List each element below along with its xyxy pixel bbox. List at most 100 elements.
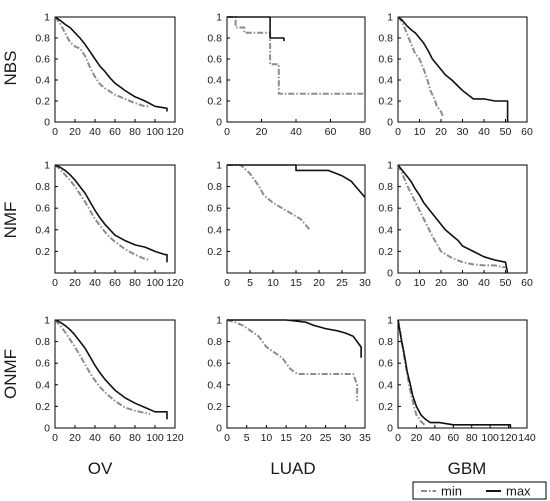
panel-nbs-gbm-x-tick-label: 10	[414, 126, 426, 138]
panel-nmf-luad-y-tick-label: 0.4	[207, 224, 222, 236]
panel-onmf-gbm-y-tick-label: 0.6	[378, 358, 393, 370]
column-label-gbm: GBM	[448, 459, 487, 478]
panel-nbs-luad-x-tick-label: 20	[256, 126, 268, 138]
panel-onmf-ov-x-tick-label: 20	[69, 432, 81, 444]
panel-nmf-ov-x-tick-label: 100	[146, 277, 164, 289]
panel-nmf-luad-axes-frame	[226, 164, 366, 274]
panel-nmf-gbm-max-curve	[397, 164, 509, 274]
legend-max-label: max	[506, 484, 531, 499]
panel-nmf-luad-max-curve	[227, 164, 366, 198]
panel-nbs-gbm-max-curve	[397, 16, 509, 122]
panel-nbs-ov-x-tick-label: 100	[146, 126, 164, 138]
panel-nbs-ov-x-tick-label: 40	[89, 126, 101, 138]
panel-nbs-gbm-min-curve	[397, 16, 445, 118]
panel-onmf-luad-y-tick-label: 0.4	[207, 379, 222, 391]
panel-onmf-gbm-x-tick-label: 120	[500, 432, 518, 444]
panel-nmf-gbm-y-tick-label: 0.4	[378, 224, 393, 236]
row-label-onmf: ONMF	[1, 349, 20, 399]
panel-nbs-ov-y-tick-label: 0.8	[35, 33, 50, 45]
panel-nbs-ov-y-tick-label: 1	[44, 12, 50, 24]
panel-nbs-luad-y-tick-label: 0.8	[207, 33, 222, 45]
panel-onmf-luad-x-tick-label: 35	[359, 432, 371, 444]
panel-nbs-gbm-y-tick-label: 1	[387, 12, 393, 24]
panel-nmf-gbm-x-tick-label: 50	[500, 277, 512, 289]
panel-onmf-gbm-x-tick-label: 60	[447, 432, 459, 444]
panel-onmf-luad-min-curve	[226, 319, 359, 401]
panel-onmf-luad-y-tick-label: 0	[216, 423, 222, 435]
panel-onmf-gbm-min-curve	[397, 319, 427, 427]
panel-nbs-luad-x-tick-label: 60	[325, 126, 337, 138]
panel-nmf-ov-x-tick-label: 20	[69, 277, 81, 289]
panel-nmf-luad-x-tick-label: 5	[247, 277, 253, 289]
legend-min-label: min	[441, 484, 462, 499]
panel-nmf-ov-x-tick-label: 80	[129, 277, 141, 289]
panel-nmf-luad-y-tick-label: 0.6	[207, 203, 222, 215]
panel-onmf-gbm-y-tick-label: 0	[387, 423, 393, 435]
panel-nbs-gbm-x-tick-label: 50	[500, 126, 512, 138]
panel-nmf-ov-max-curve	[54, 164, 168, 263]
panel-nbs-luad-x-tick-label: 80	[359, 126, 371, 138]
panel-nmf-ov-x-tick-label: 0	[52, 277, 58, 289]
panel-onmf-luad-x-tick-label: 15	[280, 432, 292, 444]
panel-onmf-ov-x-tick-label: 40	[89, 432, 101, 444]
panel-onmf-gbm-axes-frame	[397, 319, 528, 429]
panel-nmf-luad-min-curve	[227, 164, 311, 231]
panel-onmf-luad-y-tick-label: 1	[216, 315, 222, 327]
panel-nmf-ov-y-tick-label: 0.2	[35, 246, 50, 258]
panel-onmf-luad-y-tick-label: 0.8	[207, 336, 222, 348]
legend: min max	[412, 481, 547, 500]
panel-onmf-gbm-y-tick-label: 0.4	[378, 379, 393, 391]
panel-nbs-ov-y-tick-label: 0.6	[35, 54, 50, 66]
panel-nmf-gbm-x-tick-label: 0	[395, 277, 401, 289]
panel-nmf-luad-y-tick-label: 1	[216, 160, 222, 172]
panel-onmf-ov-min-curve	[54, 319, 151, 415]
panel-nmf-luad: 0 5 10 15 20 25 30 0.2 0.4 0.6 0.8 1	[207, 160, 371, 290]
panel-nbs-ov-y-tick-label: 0	[44, 117, 50, 129]
panel-onmf-luad-x-tick-label: 0	[224, 432, 230, 444]
panel-onmf-gbm-x-tick-label: 140	[518, 432, 536, 444]
panel-nmf-ov: 0 20 40 60 80 100 120 0.2 0.4 0.6 0.8 1	[35, 160, 184, 290]
panel-onmf-gbm: 0 20 40 60 80 100 120 140 0 0.2 0.4 0.6 0.8 1	[378, 315, 536, 445]
panel-onmf-luad-y-tick-label: 0.6	[207, 358, 222, 370]
panel-nmf-gbm-axes-frame	[397, 164, 528, 274]
panel-nmf-ov-y-tick-label: 0.6	[35, 203, 50, 215]
panel-nmf-gbm-y-tick-label: 1	[387, 160, 393, 172]
panel-nbs-gbm-x-tick-label: 60	[521, 126, 533, 138]
panel-nbs-gbm-x-tick-label: 0	[395, 126, 401, 138]
panel-nbs-ov: 0 20 40 60 80 100 120 0 0.2 0.4 0.6 0.8 1	[35, 12, 184, 139]
panel-nmf-gbm-x-tick-label: 20	[435, 277, 447, 289]
panel-onmf-ov-y-tick-label: 0.6	[35, 358, 50, 370]
panel-nbs-luad-x-tick-label: 0	[224, 126, 230, 138]
panel-onmf-luad-x-tick-label: 25	[320, 432, 332, 444]
legend-box	[412, 481, 547, 500]
panel-onmf-ov-x-tick-label: 60	[109, 432, 121, 444]
panel-nbs-ov-min-curve	[54, 16, 150, 108]
panel-onmf-ov-y-tick-label: 1	[44, 315, 50, 327]
panel-nbs-gbm-y-tick-label: 0.6	[378, 54, 393, 66]
panel-nbs-ov-x-tick-label: 60	[109, 126, 121, 138]
panel-nbs-gbm-y-tick-label: 0.2	[378, 96, 393, 108]
panel-nbs-ov-y-tick-label: 0.4	[35, 75, 50, 87]
panel-nbs-gbm-x-tick-label: 30	[457, 126, 469, 138]
panel-onmf-ov-y-tick-label: 0.4	[35, 379, 50, 391]
panel-nmf-gbm: 0 10 20 30 40 50 60 0 0.2 0.4 0.6 0.8 1	[378, 160, 533, 290]
panel-nmf-ov-x-tick-label: 120	[166, 277, 184, 289]
panel-nbs-ov-x-tick-label: 120	[166, 126, 184, 138]
panel-onmf-ov-x-tick-label: 100	[146, 432, 164, 444]
panel-nmf-luad-x-tick-label: 30	[359, 277, 371, 289]
panel-onmf-gbm-y-tick-label: 0.2	[378, 401, 393, 413]
panel-nbs-luad-y-tick-label: 0.6	[207, 54, 222, 66]
panel-nmf-gbm-min-curve	[397, 164, 506, 269]
panel-nbs-ov-x-tick-label: 0	[52, 126, 58, 138]
panel-nbs-luad-y-tick-label: 0.2	[207, 96, 222, 108]
panel-nmf-luad-x-tick-label: 10	[267, 277, 279, 289]
panel-nbs-gbm-y-tick-label: 0	[387, 117, 393, 129]
panel-onmf-luad-max-curve	[227, 319, 362, 358]
panel-nbs-luad-y-tick-label: 1	[216, 12, 222, 24]
panel-nbs-luad-y-tick-label: 0.4	[207, 75, 222, 87]
panel-onmf-gbm-x-tick-label: 0	[395, 432, 401, 444]
panel-nmf-luad-y-tick-label: 0.8	[207, 181, 222, 193]
panel-onmf-gbm-x-tick-label: 80	[466, 432, 478, 444]
panel-nmf-gbm-x-tick-label: 60	[521, 277, 533, 289]
row-label-nbs: NBS	[1, 51, 20, 86]
